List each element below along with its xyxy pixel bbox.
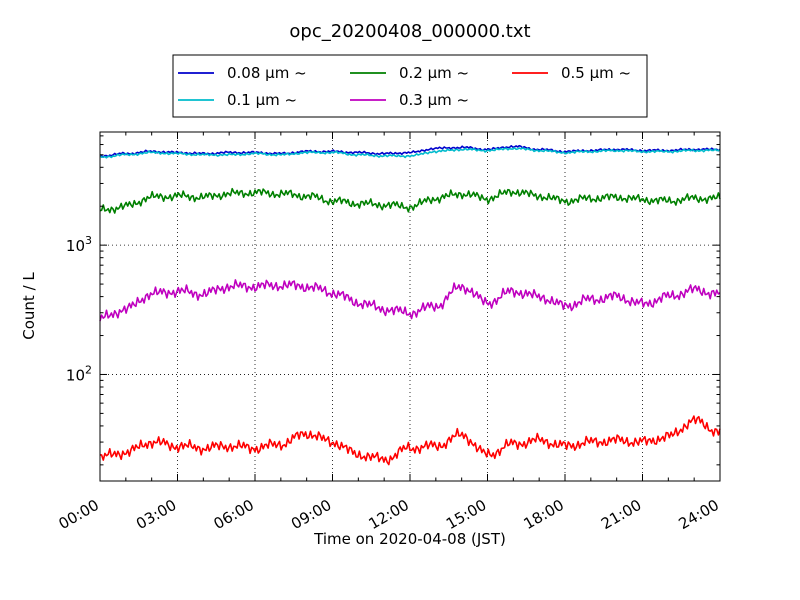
series-line-2	[99, 187, 721, 214]
x-tick-label: 06:00	[211, 496, 257, 533]
x-tick-label: 18:00	[521, 496, 567, 533]
legend-frame	[172, 54, 648, 118]
series-lines	[99, 144, 721, 466]
axis-ticks	[99, 132, 721, 481]
y-tick-base: 10	[66, 237, 85, 255]
x-tick-labels: 00:00 03:00 06:00 09:00 12:00 15:00 18:00 21:00…	[56, 496, 722, 533]
y-tick-label: 102	[66, 363, 92, 384]
x-tick-label: 03:00	[133, 496, 179, 533]
legend-label: 0.08 µm ~	[227, 64, 307, 82]
x-tick-label: 00:00	[56, 496, 102, 533]
legend-label: 0.2 µm ~	[399, 64, 469, 82]
x-tick-label: 15:00	[443, 496, 489, 533]
grid	[100, 132, 720, 481]
legend-label: 0.3 µm ~	[399, 91, 469, 109]
y-tick-label: 103	[66, 234, 92, 255]
series-line-4	[100, 415, 721, 466]
chart-title: opc_20200408_000000.txt	[289, 21, 530, 42]
x-axis-label: Time on 2020-04-08 (JST)	[313, 530, 506, 548]
x-tick-label: 21:00	[598, 496, 644, 533]
x-tick-label: 24:00	[676, 496, 722, 533]
series-line-3	[99, 279, 721, 322]
y-tick-exponent: 2	[85, 363, 92, 376]
legend-label: 0.5 µm ~	[561, 64, 631, 82]
x-tick-label: 09:00	[288, 496, 334, 533]
x-tick-label: 12:00	[366, 496, 412, 533]
y-axis-label: Count / L	[20, 272, 38, 340]
y-tick-exponent: 3	[85, 234, 92, 247]
y-tick-base: 10	[66, 366, 85, 384]
legend-label: 0.1 µm ~	[227, 91, 297, 109]
legend: 0.08 µm ~ 0.1 µm ~ 0.2 µm ~ 0.3 µm ~ 0.5 µm …	[172, 54, 648, 118]
series-line-1	[99, 147, 721, 159]
